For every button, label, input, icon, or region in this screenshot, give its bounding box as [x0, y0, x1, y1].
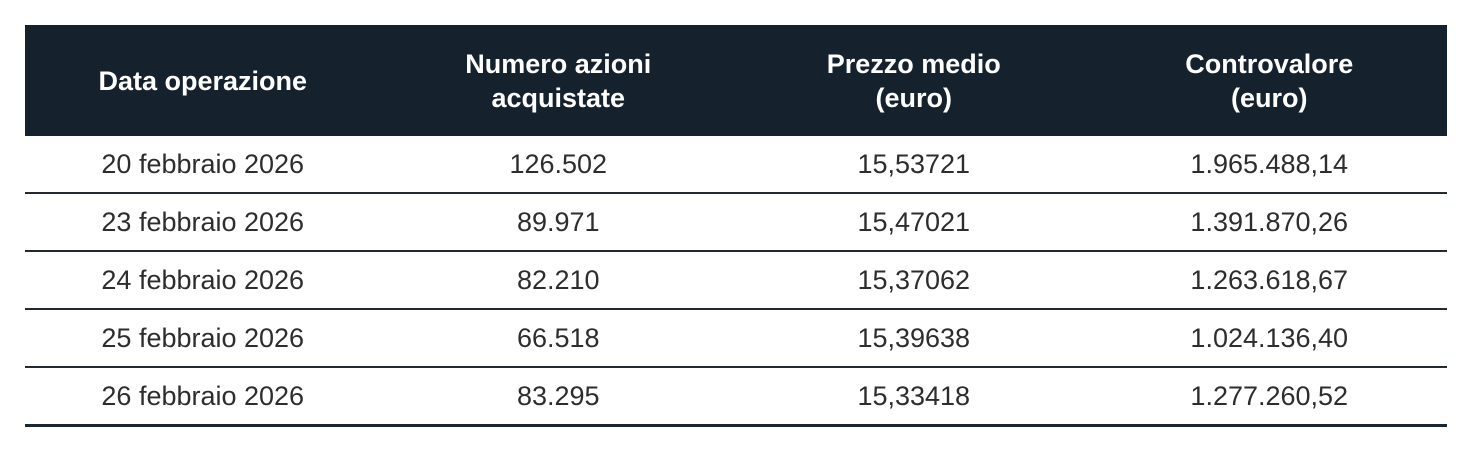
cell-numero-azioni: 89.971 — [380, 193, 736, 252]
col-header-prezzo-medio: Prezzo medio (euro) — [736, 25, 1092, 136]
cell-numero-azioni: 66.518 — [380, 309, 736, 368]
cell-prezzo-medio: 15,37062 — [736, 251, 1092, 310]
page: Data operazione Numero azioni acquistate… — [0, 25, 1465, 472]
table-row: 25 febbraio 2026 66.518 15,39638 1.024.1… — [25, 309, 1447, 368]
cell-prezzo-medio: 15,33418 — [736, 367, 1092, 427]
cell-controvalore: 1.965.488,14 — [1091, 136, 1447, 194]
cell-data-operazione: 24 febbraio 2026 — [25, 251, 381, 310]
cell-data-operazione: 20 febbraio 2026 — [25, 136, 381, 194]
cell-controvalore: 1.391.870,26 — [1091, 193, 1447, 252]
col-header-controvalore: Controvalore (euro) — [1091, 25, 1447, 136]
header-row: Data operazione Numero azioni acquistate… — [25, 25, 1447, 136]
cell-prezzo-medio: 15,47021 — [736, 193, 1092, 252]
cell-controvalore: 1.263.618,67 — [1091, 251, 1447, 310]
cell-numero-azioni: 82.210 — [380, 251, 736, 310]
share-buyback-table: Data operazione Numero azioni acquistate… — [25, 25, 1447, 427]
table-row: 20 febbraio 2026 126.502 15,53721 1.965.… — [25, 136, 1447, 194]
cell-prezzo-medio: 15,53721 — [736, 136, 1092, 194]
table-row: 26 febbraio 2026 83.295 15,33418 1.277.2… — [25, 367, 1447, 427]
cell-prezzo-medio: 15,39638 — [736, 309, 1092, 368]
cell-controvalore: 1.277.260,52 — [1091, 367, 1447, 427]
col-header-numero-azioni-acquistate: Numero azioni acquistate — [380, 25, 736, 136]
cell-data-operazione: 25 febbraio 2026 — [25, 309, 381, 368]
cell-data-operazione: 26 febbraio 2026 — [25, 367, 381, 427]
cell-data-operazione: 23 febbraio 2026 — [25, 193, 381, 252]
cell-numero-azioni: 83.295 — [380, 367, 736, 427]
table-row: 24 febbraio 2026 82.210 15,37062 1.263.6… — [25, 251, 1447, 310]
cell-numero-azioni: 126.502 — [380, 136, 736, 194]
cell-controvalore: 1.024.136,40 — [1091, 309, 1447, 368]
col-header-data-operazione: Data operazione — [25, 25, 381, 136]
table-row: 23 febbraio 2026 89.971 15,47021 1.391.8… — [25, 193, 1447, 252]
